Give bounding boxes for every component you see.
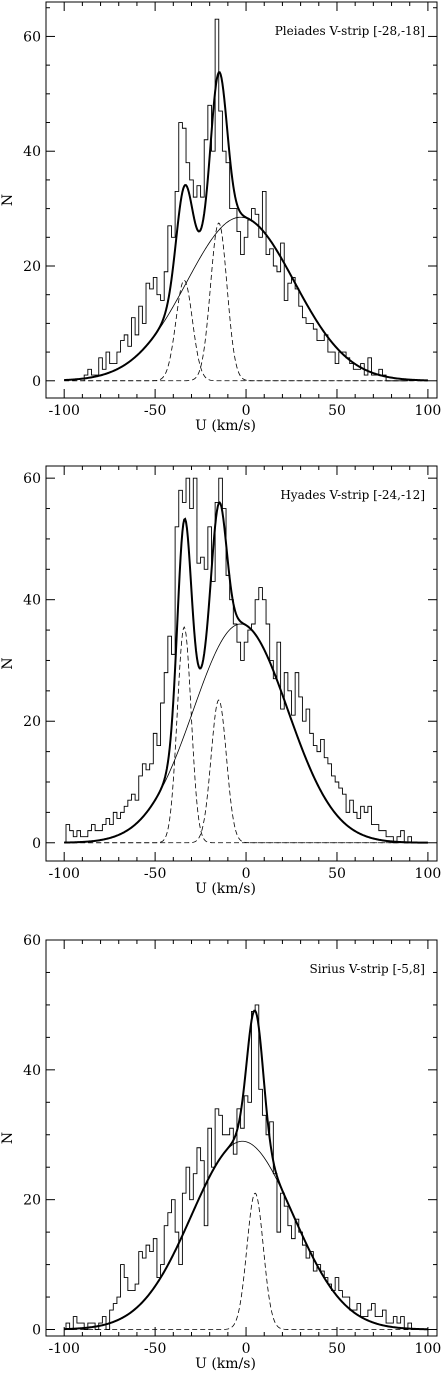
histogram-series [65,1004,427,1330]
y-axis-label: N [0,1132,16,1144]
fit-broad-curve [64,623,428,844]
y-axis-label: N [0,194,16,206]
x-tick-label: 50 [328,1341,346,1357]
chart-panel-1: -100 -50 0 50 100 0 20 40 60 U (km/s) N Pleiades V-… [0,1,442,434]
x-tick-label: 0 [242,403,251,419]
x-tick-label: -100 [48,1341,79,1357]
y-tick-label: 40 [23,144,41,160]
x-tick-label: -50 [144,866,167,882]
fit-total-curve [64,1009,428,1331]
x-tick-label: 100 [415,1341,442,1357]
x-tick-label: 100 [415,866,442,882]
fit-narrow-curve [64,279,428,382]
x-axis-label: U (km/s) [195,1356,256,1372]
y-tick-label: 20 [23,259,41,275]
fit-narrow-curve [64,699,428,844]
x-tick-label: 50 [328,866,346,882]
fit-total-curve [64,501,428,844]
y-tick-label: 0 [32,836,41,852]
y-tick-label: 60 [23,29,41,45]
plot-frame [45,1,438,399]
y-tick-label: 60 [23,471,41,487]
y-axis-label: N [0,657,16,669]
x-tick-label: -100 [48,403,79,419]
histogram-series [83,18,408,382]
y-tick-label: 40 [23,1063,41,1079]
y-tick-label: 0 [32,1323,41,1339]
panel-title: Sirius V-strip [-5,8] [309,962,425,976]
panel-title: Pleiades V-strip [-28,-18] [275,24,425,38]
y-tick-label: 0 [32,374,41,390]
chart-panel-3: -100 -50 0 50 100 0 20 40 60 U (km/s) N Sirius V-st… [0,933,441,1372]
plot-frame [45,465,438,862]
x-axis-label: U (km/s) [195,418,256,434]
x-tick-label: 0 [242,1341,251,1357]
fit-narrow-curve [64,626,428,844]
fit-broad-curve [64,216,428,381]
fit-narrow-curve [64,1192,428,1330]
plot-frame [45,939,438,1337]
histogram-series [65,477,416,844]
x-tick-label: 0 [242,866,251,882]
x-tick-label: -50 [144,403,167,419]
x-tick-label: 50 [328,403,346,419]
y-tick-label: 20 [23,1193,41,1209]
fit-narrow-curve [64,222,428,382]
y-tick-label: 20 [23,714,41,730]
x-tick-label: -50 [144,1341,167,1357]
x-axis-label: U (km/s) [195,881,256,897]
x-tick-label: 100 [415,403,442,419]
fit-broad-curve [64,1140,428,1330]
y-tick-label: 60 [23,933,41,949]
fit-total-curve [64,71,428,382]
panel-title: Hyades V-strip [-24,-12] [280,488,425,502]
chart-panel-2: -100 -50 0 50 100 0 20 40 60 U (km/s) N Hyades V-st… [0,465,442,897]
y-tick-label: 40 [23,593,41,609]
x-tick-label: -100 [48,866,79,882]
